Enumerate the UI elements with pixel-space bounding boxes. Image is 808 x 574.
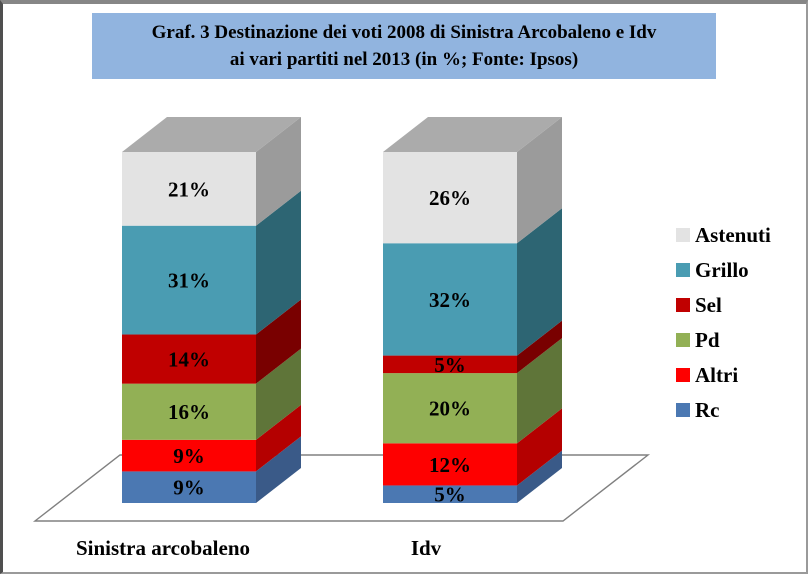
legend-label-rc: Rc — [695, 398, 720, 422]
bar-1-label-astenuti: 26% — [429, 186, 471, 210]
bar-1-segment-pd-side — [517, 338, 562, 444]
bar-0-label-grillo: 31% — [168, 269, 210, 293]
chart-title-line1: Graf. 3 Destinazione dei voti 2008 di Si… — [151, 22, 657, 43]
category-label-0: Sinistra arcobaleno — [76, 536, 250, 560]
bar-0-segment-sel — [122, 334, 256, 384]
bar-1-segment-sel-side — [517, 320, 562, 374]
bar-0-label-pd: 16% — [168, 400, 210, 424]
legend-label-pd: Pd — [695, 328, 720, 352]
chart-floor — [32, 454, 651, 522]
bar-1-segment-sel — [383, 355, 517, 374]
bar-0-segment-grillo — [122, 225, 256, 335]
legend-item-rc: Rc — [676, 399, 771, 421]
category-label-1: Idv — [411, 536, 442, 560]
chart-title-box: Graf. 3 Destinazione dei voti 2008 di Si… — [92, 13, 716, 79]
chart-legend: Astenuti Grillo Sel Pd Altri Rc — [676, 224, 771, 421]
bar-1-label-grillo: 32% — [429, 288, 471, 312]
bar-1-segment-astenuti — [383, 152, 517, 244]
legend-swatch-sel — [676, 298, 690, 312]
bar-1-label-rc: 5% — [434, 483, 466, 507]
bar-0-label-sel: 14% — [168, 348, 210, 372]
legend-label-sel: Sel — [695, 293, 722, 317]
legend-swatch-pd — [676, 333, 690, 347]
legend-label-astenuti: Astenuti — [695, 223, 771, 247]
legend-swatch-grillo — [676, 263, 690, 277]
bar-0-segment-astenuti-side — [256, 117, 301, 226]
bar-1-segment-altri — [383, 443, 517, 486]
legend-item-altri: Altri — [676, 364, 771, 386]
bar-1-segment-grillo-side — [517, 208, 562, 356]
bar-0-segment-astenuti — [122, 152, 256, 226]
bar-0-segment-grillo-side — [256, 190, 301, 335]
legend-swatch-astenuti — [676, 228, 690, 242]
bar-0-segment-altri-side — [256, 404, 301, 472]
bar-1-segment-pd — [383, 373, 517, 444]
legend-item-astenuti: Astenuti — [676, 224, 771, 246]
bar-0-segment-pd — [122, 383, 256, 440]
bar-0-label-rc: 9% — [173, 476, 205, 500]
legend-swatch-rc — [676, 403, 690, 417]
bar-1-label-pd: 20% — [429, 397, 471, 421]
bar-0-segment-rc — [122, 471, 256, 503]
chart-title-line2: ai vari partiti nel 2013 (in %; Fonte: I… — [229, 49, 579, 70]
bar-1-label-sel: 5% — [434, 353, 466, 377]
bar-0-segment-altri — [122, 439, 256, 472]
bar-1-label-altri: 12% — [429, 453, 471, 477]
bar-1-segment-rc-side — [517, 450, 562, 503]
bar-0-segment-pd-side — [256, 348, 301, 440]
legend-item-pd: Pd — [676, 329, 771, 351]
bar-0-label-astenuti: 21% — [168, 177, 210, 201]
bar-0-label-altri: 9% — [173, 444, 205, 468]
legend-item-grillo: Grillo — [676, 259, 771, 281]
legend-swatch-altri — [676, 368, 690, 382]
bar-1-segment-rc — [383, 485, 517, 503]
bar-0-segment-sel-side — [256, 299, 301, 384]
legend-item-sel: Sel — [676, 294, 771, 316]
bar-0-top-face — [122, 117, 301, 152]
legend-label-grillo: Grillo — [695, 258, 749, 282]
bar-1-segment-astenuti-side — [517, 117, 562, 244]
legend-label-altri: Altri — [695, 363, 739, 387]
bar-0-segment-rc-side — [256, 436, 301, 503]
bar-1-segment-grillo — [383, 243, 517, 356]
bar-1-top-face — [383, 117, 562, 152]
bar-1-segment-altri-side — [517, 408, 562, 486]
